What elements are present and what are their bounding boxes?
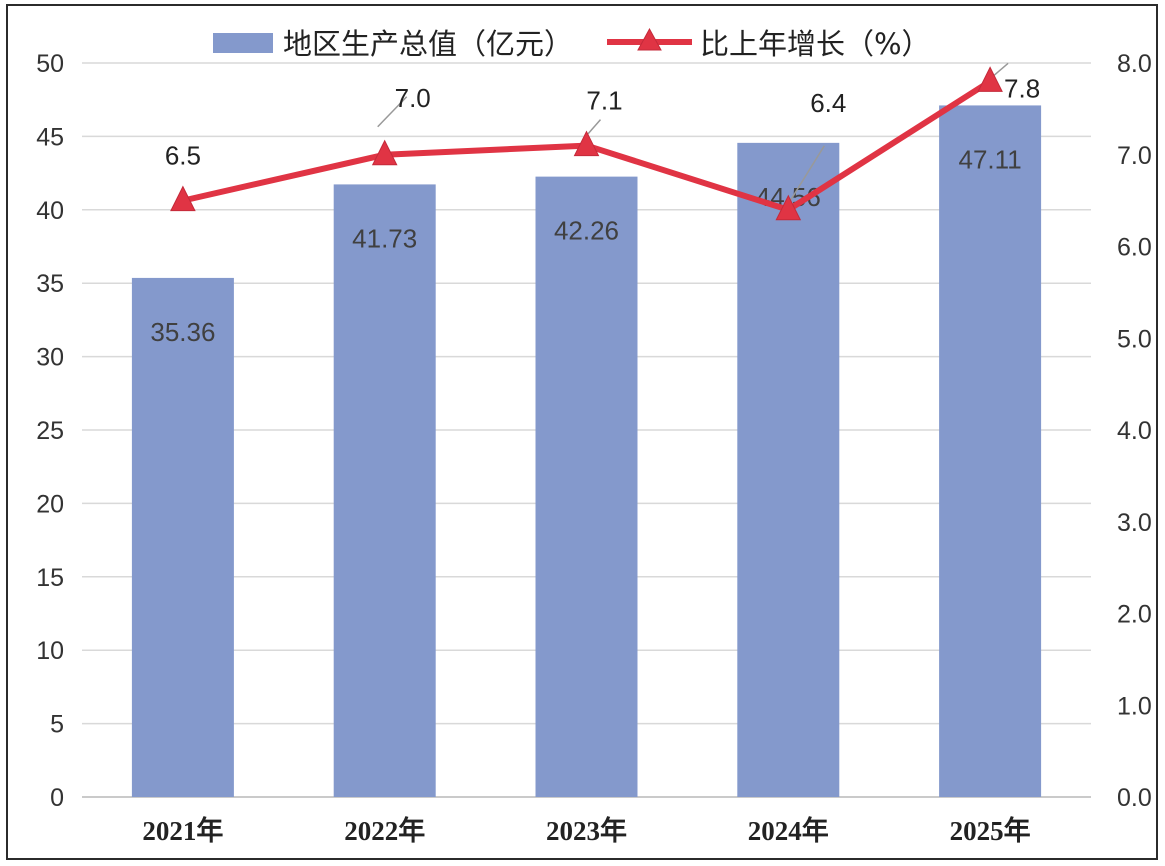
line-value-label: 6.5 <box>165 141 201 171</box>
right-tick-label: 2.0 <box>1117 601 1152 629</box>
label-leader-line <box>787 145 825 205</box>
left-tick-label: 45 <box>36 123 64 151</box>
legend-triangle-marker <box>637 27 662 51</box>
line-series: 6.5 7.0 7.1 6.4 7.8 <box>165 62 1040 221</box>
bar <box>131 277 234 798</box>
line-value-label: 7.8 <box>1004 73 1040 103</box>
bar-value-label: 47.11 <box>959 144 1022 174</box>
line-marker <box>170 185 196 212</box>
legend-line-label: 比上年增长（%） <box>700 27 931 61</box>
bar <box>737 142 840 798</box>
line-marker <box>371 139 398 166</box>
right-tick-label: 0.0 <box>1117 784 1152 812</box>
right-tick-label: 7.0 <box>1117 142 1152 170</box>
category-label: 2025年 <box>950 815 1031 846</box>
legend: 地区生产总值（亿元） 比上年增长（%） <box>213 27 931 61</box>
bar <box>939 105 1042 798</box>
label-leader-line <box>993 62 1009 76</box>
bar-value-label: 35.36 <box>150 317 215 347</box>
category-label: 2021年 <box>142 815 223 846</box>
legend-bar-label: 地区生产总值（亿元） <box>283 27 573 61</box>
line-marker <box>775 194 802 221</box>
bar-value-label: 42.26 <box>554 216 619 246</box>
right-y-axis: 0.0 1.0 2.0 3.0 4.0 5.0 6.0 7.0 8.0 <box>1117 50 1152 812</box>
x-axis: 2021年 2022年 2023年 2024年 2025年 <box>142 815 1030 846</box>
left-tick-label: 15 <box>36 564 64 592</box>
right-tick-label: 1.0 <box>1117 692 1152 720</box>
line-value-label: 6.4 <box>810 88 846 118</box>
category-label: 2022年 <box>344 815 425 846</box>
label-leader-line <box>585 119 602 137</box>
right-tick-label: 3.0 <box>1117 509 1152 537</box>
category-label: 2024年 <box>748 815 829 846</box>
right-tick-label: 5.0 <box>1117 325 1152 353</box>
bar <box>333 184 436 798</box>
left-tick-label: 20 <box>36 490 64 518</box>
left-tick-label: 25 <box>36 417 64 445</box>
left-tick-label: 40 <box>36 197 64 225</box>
legend-bar-swatch <box>213 33 273 53</box>
bar <box>535 176 638 798</box>
line-marker <box>573 130 600 157</box>
bar-value-label: 41.73 <box>352 223 417 253</box>
left-tick-label: 30 <box>36 344 64 372</box>
label-leader-line <box>377 96 408 128</box>
right-tick-label: 6.0 <box>1117 234 1152 262</box>
category-label: 2023年 <box>546 815 627 846</box>
right-tick-label: 4.0 <box>1117 417 1152 445</box>
line-value-label: 7.0 <box>395 83 431 113</box>
left-tick-label: 0 <box>50 784 64 812</box>
line-marker <box>977 66 1003 92</box>
left-tick-label: 10 <box>36 637 64 665</box>
left-tick-label: 5 <box>50 711 64 739</box>
left-tick-label: 50 <box>36 50 64 78</box>
right-tick-label: 8.0 <box>1117 50 1152 78</box>
left-y-axis: 0 5 10 15 20 25 30 35 40 45 50 <box>36 50 64 812</box>
left-tick-label: 35 <box>36 270 64 298</box>
line-value-label: 7.1 <box>586 86 622 116</box>
